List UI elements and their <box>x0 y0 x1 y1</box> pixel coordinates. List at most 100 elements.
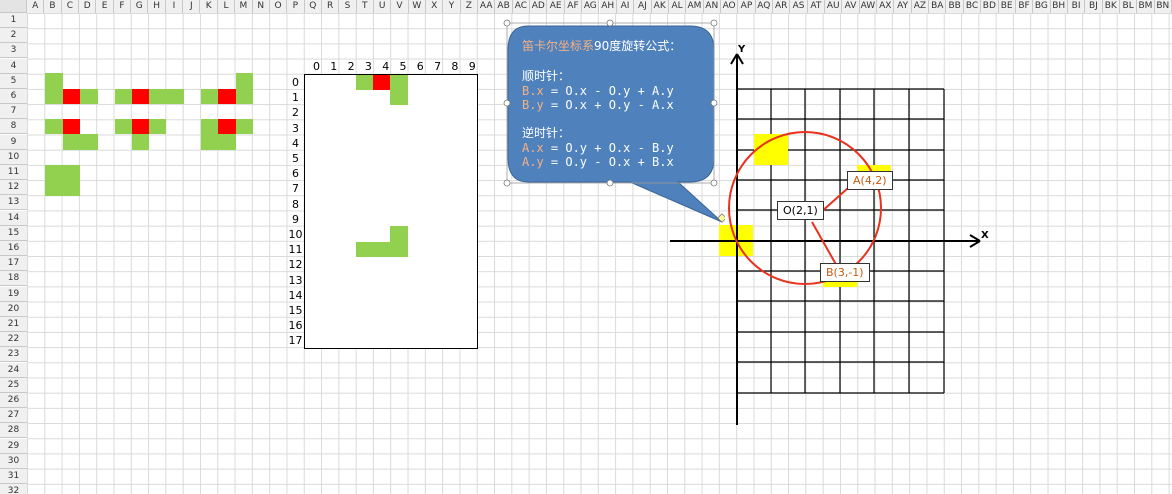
column-header[interactable]: K <box>200 0 218 13</box>
row-header[interactable]: 23 <box>0 347 27 363</box>
row-header[interactable]: 11 <box>0 165 27 180</box>
column-header[interactable]: BN <box>1154 0 1172 13</box>
column-header[interactable]: O <box>269 0 288 13</box>
row-header[interactable]: 5 <box>0 73 27 89</box>
column-header[interactable]: E <box>96 0 114 13</box>
column-header[interactable]: AR <box>772 0 791 13</box>
column-header[interactable]: AQ <box>755 0 773 13</box>
column-header[interactable]: BB <box>946 0 964 13</box>
point-b-label[interactable]: B(3,-1) <box>820 263 870 282</box>
column-header[interactable]: BD <box>981 0 999 13</box>
column-header[interactable]: H <box>148 0 166 13</box>
row-header[interactable]: 10 <box>0 149 27 165</box>
column-header[interactable]: X <box>426 0 444 13</box>
column-header[interactable]: BC <box>963 0 982 13</box>
column-header[interactable]: AG <box>582 0 600 13</box>
column-header[interactable]: BG <box>1033 0 1051 13</box>
column-header[interactable]: A <box>27 0 45 13</box>
row-header[interactable]: 21 <box>0 317 27 332</box>
column-header[interactable]: R <box>321 0 340 13</box>
column-header[interactable]: AX <box>877 0 895 13</box>
column-header[interactable]: AT <box>807 0 826 13</box>
row-header[interactable]: 24 <box>0 362 27 378</box>
row-header[interactable]: 14 <box>0 210 27 226</box>
column-header[interactable]: AU <box>825 0 843 13</box>
row-header[interactable]: 1 <box>0 13 27 28</box>
column-header[interactable]: AD <box>530 0 548 13</box>
row-header[interactable]: 16 <box>0 241 27 256</box>
column-header[interactable]: AI <box>616 0 635 13</box>
column-header[interactable]: AZ <box>911 0 930 13</box>
column-header[interactable]: S <box>339 0 357 13</box>
column-header[interactable]: AB <box>495 0 513 13</box>
row-header[interactable]: 20 <box>0 301 27 317</box>
column-header[interactable]: U <box>373 0 392 13</box>
column-header[interactable]: BM <box>1137 0 1155 13</box>
column-header[interactable]: BL <box>1119 0 1138 13</box>
column-header[interactable]: BK <box>1102 0 1120 13</box>
row-header[interactable]: 29 <box>0 438 27 454</box>
point-a-label[interactable]: A(4,2) <box>847 171 893 190</box>
column-header[interactable]: W <box>408 0 426 13</box>
column-header[interactable]: AF <box>564 0 583 13</box>
column-header[interactable]: G <box>131 0 149 13</box>
column-header[interactable]: I <box>165 0 184 13</box>
row-header[interactable]: 12 <box>0 180 27 196</box>
column-header[interactable]: AL <box>668 0 687 13</box>
column-header[interactable]: J <box>183 0 201 13</box>
column-header[interactable]: BE <box>998 0 1016 13</box>
row-header[interactable]: 27 <box>0 408 27 424</box>
column-header[interactable]: F <box>113 0 132 13</box>
row-header[interactable]: 4 <box>0 58 27 74</box>
column-header[interactable]: L <box>217 0 236 13</box>
row-header[interactable]: 18 <box>0 271 27 287</box>
point-o-label[interactable]: O(2,1) <box>777 201 824 220</box>
column-header[interactable]: BH <box>1050 0 1068 13</box>
column-header[interactable]: AA <box>478 0 496 13</box>
column-header[interactable]: AS <box>790 0 808 13</box>
column-header[interactable]: N <box>252 0 270 13</box>
column-header[interactable]: M <box>235 0 253 13</box>
column-header[interactable]: AM <box>686 0 704 13</box>
column-header[interactable]: BA <box>929 0 947 13</box>
row-header[interactable]: 30 <box>0 453 27 469</box>
column-header[interactable]: AH <box>599 0 617 13</box>
row-header[interactable]: 3 <box>0 43 27 59</box>
row-header[interactable]: 15 <box>0 225 27 241</box>
column-header[interactable]: AK <box>651 0 669 13</box>
row-header[interactable]: 22 <box>0 332 27 348</box>
column-header[interactable]: AV <box>842 0 860 13</box>
column-header[interactable]: Z <box>460 0 479 13</box>
column-header[interactable]: BJ <box>1085 0 1103 13</box>
row-header[interactable]: 17 <box>0 256 27 272</box>
row-header[interactable]: 25 <box>0 377 27 393</box>
row-header[interactable]: 9 <box>0 134 27 150</box>
row-header[interactable]: 8 <box>0 119 27 135</box>
column-header[interactable]: AJ <box>634 0 652 13</box>
row-header[interactable]: 32 <box>0 484 27 494</box>
column-header[interactable]: AO <box>720 0 739 13</box>
row-header[interactable]: 7 <box>0 104 27 120</box>
select-all-corner[interactable] <box>0 0 27 13</box>
column-header[interactable]: BF <box>1015 0 1034 13</box>
column-header[interactable]: C <box>61 0 80 13</box>
column-header[interactable]: D <box>79 0 97 13</box>
column-header[interactable]: BI <box>1067 0 1086 13</box>
column-header[interactable]: B <box>44 0 62 13</box>
row-header[interactable]: 6 <box>0 89 27 104</box>
column-header[interactable]: AC <box>512 0 531 13</box>
column-header[interactable]: AW <box>859 0 878 13</box>
row-header[interactable]: 31 <box>0 469 27 484</box>
row-header[interactable]: 26 <box>0 393 27 408</box>
column-header[interactable]: P <box>287 0 305 13</box>
column-header[interactable]: AP <box>738 0 756 13</box>
column-header[interactable]: AN <box>703 0 721 13</box>
column-header[interactable]: AY <box>894 0 912 13</box>
column-header[interactable]: Q <box>304 0 322 13</box>
row-header[interactable]: 28 <box>0 423 27 439</box>
row-header[interactable]: 13 <box>0 195 27 211</box>
column-header[interactable]: AE <box>547 0 565 13</box>
column-header[interactable]: Y <box>443 0 461 13</box>
row-header[interactable]: 19 <box>0 286 27 302</box>
